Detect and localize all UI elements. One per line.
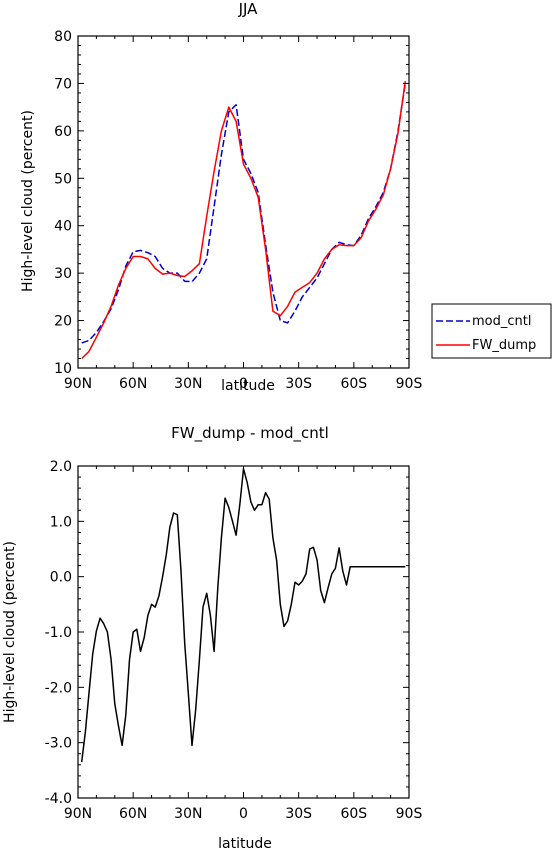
x-tick-label: 90N — [64, 376, 92, 392]
bottom-chart-axes: 90N 60N 30N 0 30S 60S 90S -4.0 -3.0 -2.0 -1.0 0.0 1.… — [45, 459, 423, 822]
top-chart: JJA 90N 60N 30N 0 30S 60S 90S1020304050607080 … — [20, 0, 552, 394]
x-tick-label: 90N — [64, 806, 92, 822]
legend-label-mod-cntl: mod_cntl — [472, 314, 531, 329]
bottom-chart-series-group — [80, 468, 406, 763]
x-tick-label: 60S — [340, 806, 367, 822]
top-chart-y-axis-label: High-level cloud (percent) — [20, 110, 36, 292]
x-tick-label: 60S — [340, 376, 367, 392]
x-tick-label: 30S — [285, 376, 312, 392]
top-chart-axes: 90N 60N 30N 0 30S 60S 90S 10 20 30 40 50 60 70 80 — [54, 29, 422, 392]
x-tick-label: 60N — [119, 806, 147, 822]
x-tick-label: 90S — [396, 376, 423, 392]
plot-frame — [77, 465, 410, 799]
legend-label-FW-dump: FW_dump — [472, 338, 536, 353]
series-line-difference — [80, 468, 406, 763]
top-chart-legend: mod_cntl FW_dump — [431, 303, 552, 359]
bottom-chart-y-axis-label: High-level cloud (percent) — [2, 541, 18, 723]
y-tick-label: 2.0 — [50, 459, 72, 475]
x-tick-label: 60N — [119, 376, 147, 392]
y-tick-label: -1.0 — [45, 625, 72, 641]
x-tick-label: 30N — [174, 376, 202, 392]
top-chart-series-group — [81, 80, 407, 360]
bottom-chart: FW_dump - mod_cntl 90N 60N 30N 0 30S 60S 90S -4… — [2, 424, 422, 851]
y-tick-label: 70 — [54, 76, 72, 92]
y-tick-label: 50 — [54, 171, 72, 187]
top-chart-x-axis-label: latitude — [221, 378, 275, 394]
x-tick-label: 30S — [285, 806, 312, 822]
y-tick-label: -3.0 — [45, 736, 72, 752]
top-chart-title: JJA — [238, 0, 259, 18]
x-tick-label: 0 — [239, 376, 248, 392]
plot-frame — [77, 35, 410, 369]
series-line-mod-cntl — [81, 83, 407, 344]
y-tick-label: 30 — [54, 266, 72, 282]
y-tick-label: 10 — [54, 361, 72, 377]
y-tick-label: -2.0 — [45, 680, 72, 696]
bottom-chart-x-axis-label: latitude — [218, 836, 272, 851]
legend-box — [431, 303, 552, 359]
y-tick-label: 80 — [54, 29, 72, 45]
y-tick-label: 1.0 — [50, 514, 72, 530]
bottom-chart-title: FW_dump - mod_cntl — [171, 424, 329, 443]
x-tick-label: 0 — [239, 806, 248, 822]
series-line-FW-dump — [81, 80, 407, 360]
y-tick-label: 40 — [54, 219, 72, 235]
x-tick-label: 90S — [396, 806, 423, 822]
y-tick-label: 20 — [54, 314, 72, 330]
x-tick-label: 30N — [174, 806, 202, 822]
y-tick-label: 60 — [54, 124, 72, 140]
y-tick-label: -4.0 — [45, 791, 72, 807]
y-tick-label: 0.0 — [50, 570, 72, 586]
